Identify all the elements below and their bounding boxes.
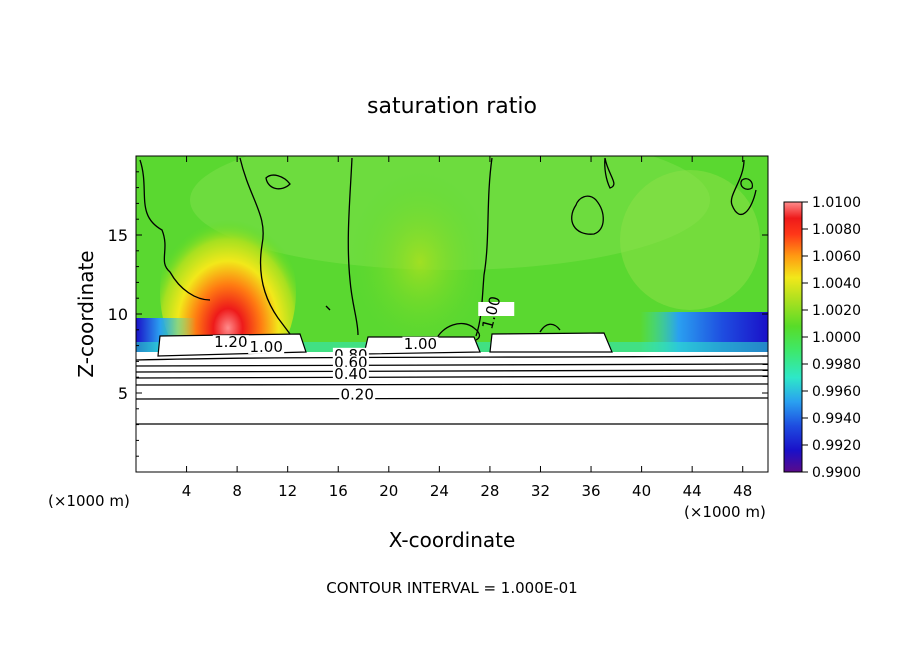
central-lighter-region bbox=[350, 172, 490, 352]
x-tick-label: 32 bbox=[531, 482, 550, 500]
contour-label-bg bbox=[332, 355, 369, 370]
contour-label: 0.40 bbox=[334, 365, 367, 383]
colorbar-label: 0.9920 bbox=[812, 438, 861, 454]
contour-label-bg bbox=[212, 335, 249, 350]
y-tick-label: 5 bbox=[118, 384, 128, 403]
colorbar-label: 0.9940 bbox=[812, 411, 861, 427]
x-tick-label: 16 bbox=[329, 482, 348, 500]
contour-lines-lower bbox=[136, 355, 768, 425]
x-tick-label: 20 bbox=[379, 482, 398, 500]
x-tick-label: 4 bbox=[182, 482, 192, 500]
colorbar-label: 1.0060 bbox=[812, 249, 861, 265]
contour-label-bg bbox=[402, 336, 439, 351]
x-tick-label: 40 bbox=[632, 482, 651, 500]
contour-label-bg bbox=[478, 302, 515, 316]
x-tick-label: 24 bbox=[430, 482, 449, 500]
cloud-region-right bbox=[489, 332, 613, 353]
x-tick-label: 8 bbox=[232, 482, 242, 500]
contour-label-bg bbox=[332, 366, 369, 381]
colorbar-label: 0.9900 bbox=[812, 465, 861, 481]
contour-lines-upper bbox=[139, 157, 757, 341]
x-tick-label: 44 bbox=[683, 482, 702, 500]
right-lighter-region bbox=[620, 170, 760, 310]
x-unit-left: (×1000 m) bbox=[48, 492, 130, 510]
colorbar-label: 0.9980 bbox=[812, 357, 861, 373]
colorbar-label: 0.9960 bbox=[812, 384, 861, 400]
colorbar-labels: 1.0100 1.0080 1.0060 1.0040 1.0020 1.0000 0.99… bbox=[802, 195, 861, 481]
y-axis-label: Z-coordinate bbox=[74, 250, 98, 377]
x-axis-ticks: 4 8 12 16 20 24 28 32 36 40 44 48 bbox=[182, 156, 752, 500]
contour-label-bg bbox=[248, 339, 285, 354]
contour-interval-note: CONTOUR INTERVAL = 1.000E-01 bbox=[326, 579, 577, 597]
contour-label-bg bbox=[339, 387, 376, 402]
contour-label: 1.20 bbox=[214, 333, 247, 351]
colorbar-label: 1.0100 bbox=[812, 195, 861, 211]
x-tick-label: 36 bbox=[581, 482, 600, 500]
colorbar-label: 1.0020 bbox=[812, 303, 861, 319]
x-tick-label: 28 bbox=[480, 482, 499, 500]
contour-label: 1.00 bbox=[404, 335, 437, 353]
y-tick-label: 10 bbox=[108, 305, 128, 324]
x-unit-right: (×1000 m) bbox=[684, 503, 766, 521]
x-axis-label: X-coordinate bbox=[389, 528, 516, 552]
x-tick-label: 48 bbox=[733, 482, 752, 500]
y-tick-label: 15 bbox=[108, 226, 128, 245]
colorbar bbox=[783, 201, 803, 473]
contour-label: 0.20 bbox=[340, 385, 373, 403]
plot-area bbox=[136, 156, 768, 472]
colorbar-label: 1.0000 bbox=[812, 330, 861, 346]
colorbar-label: 1.0040 bbox=[812, 276, 861, 292]
colorbar-label: 1.0080 bbox=[812, 222, 861, 238]
contour-label: 1.00 bbox=[249, 338, 282, 356]
chart-title: saturation ratio bbox=[367, 94, 537, 119]
x-tick-label: 12 bbox=[278, 482, 297, 500]
y-axis-ticks: 5 10 15 bbox=[108, 171, 768, 457]
